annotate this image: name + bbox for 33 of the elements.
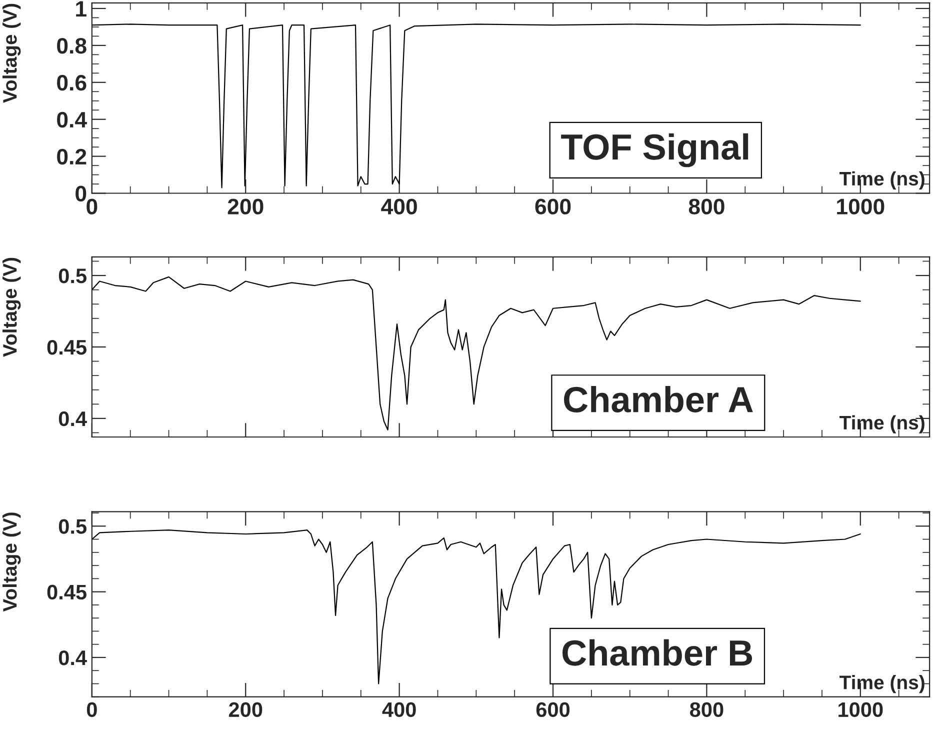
x-tick-label: 0 [86,198,98,214]
x-tick-label: 1000 [838,702,883,718]
x-axis-title: Time (ns) [840,415,924,434]
x-axis-title: Time (ns) [840,675,924,694]
y-tick-label: 0.45 [47,340,86,355]
y-tick-label: 0.4 [58,650,87,666]
x-tick-label: 600 [535,198,571,214]
x-tick-label: 200 [228,198,264,214]
x-tick-label: 800 [688,198,724,214]
annotation: Chamber A [564,386,753,412]
y-tick-label: 0.5 [58,268,86,284]
x-tick-label: 400 [382,702,416,718]
y-tick-label: 0.2 [57,148,86,165]
y-tick-label: 0.6 [57,74,86,91]
y-axis-title: Voltage (V) [2,4,21,103]
x-axis-title: Time (ns) [840,171,924,190]
y-tick-label: 0.5 [58,519,86,534]
y-tick-label: 0.4 [58,411,87,426]
annotation: TOF Signal [561,133,748,168]
x-tick-label: 0 [86,702,97,718]
y-tick-label: 0.4 [57,112,87,128]
y-tick-label: 0 [76,186,86,202]
y-tick-label: 0.45 [47,584,86,600]
y-tick-label: 0.8 [57,38,86,54]
y-axis-title: Voltage (V) [2,512,21,612]
x-tick-label: 800 [690,702,724,718]
x-tick-label: 1000 [837,198,884,214]
x-tick-label: 200 [228,702,262,718]
y-tick-label: 1 [76,1,86,17]
x-tick-label: 600 [536,702,570,718]
annotation: Chamber B [562,639,752,666]
x-tick-label: 400 [381,198,417,214]
y-axis-title: Voltage (V) [2,258,21,357]
